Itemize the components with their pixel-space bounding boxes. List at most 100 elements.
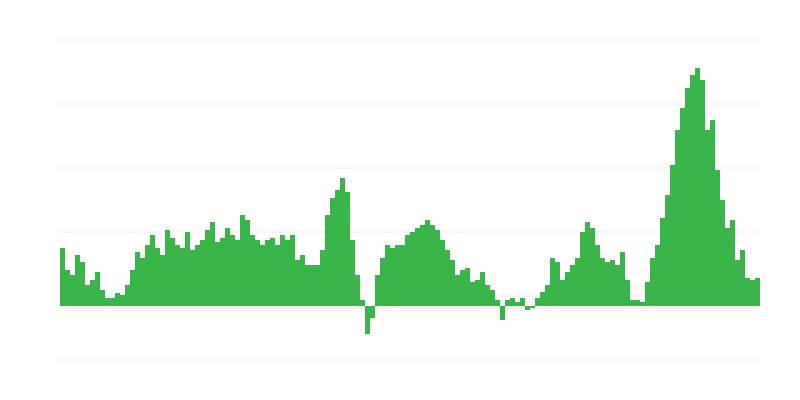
bar bbox=[365, 306, 370, 334]
bar bbox=[445, 250, 450, 306]
bar bbox=[195, 245, 200, 306]
bar bbox=[315, 265, 320, 306]
bar bbox=[670, 165, 675, 306]
bar bbox=[540, 292, 545, 306]
bar bbox=[305, 265, 310, 306]
bar bbox=[160, 255, 165, 306]
bar bbox=[645, 282, 650, 306]
bar bbox=[280, 235, 285, 306]
bar bbox=[260, 245, 265, 306]
bar bbox=[620, 252, 625, 306]
bar bbox=[490, 290, 495, 306]
bar bbox=[230, 235, 235, 306]
bar bbox=[145, 245, 150, 306]
bar bbox=[640, 302, 645, 306]
bar bbox=[380, 258, 385, 306]
bar bbox=[700, 80, 705, 306]
bar bbox=[390, 248, 395, 306]
bar bbox=[120, 295, 125, 306]
bar bbox=[185, 232, 190, 306]
bar bbox=[415, 228, 420, 306]
bar bbox=[515, 302, 520, 306]
bar bbox=[410, 232, 415, 306]
bar bbox=[395, 245, 400, 306]
bar bbox=[115, 293, 120, 306]
bar bbox=[375, 275, 380, 306]
bar bbox=[675, 130, 680, 306]
bar bbox=[370, 306, 375, 318]
bar bbox=[60, 248, 65, 306]
bar bbox=[630, 300, 635, 306]
bar bbox=[685, 88, 690, 306]
bar bbox=[520, 298, 525, 306]
bar bbox=[105, 298, 110, 306]
bar bbox=[330, 198, 335, 306]
bar bbox=[510, 298, 515, 306]
bar bbox=[550, 258, 555, 306]
bar bbox=[175, 245, 180, 306]
bar bbox=[650, 258, 655, 306]
bar bbox=[470, 282, 475, 306]
bar bbox=[200, 240, 205, 306]
bar bbox=[405, 235, 410, 306]
bar bbox=[425, 220, 430, 306]
bar bbox=[350, 240, 355, 306]
bar bbox=[605, 262, 610, 306]
bar bbox=[110, 298, 115, 306]
bar bbox=[130, 270, 135, 306]
bar bbox=[270, 238, 275, 306]
bar bbox=[220, 238, 225, 306]
bar bbox=[565, 272, 570, 306]
bar bbox=[250, 235, 255, 306]
bar bbox=[580, 232, 585, 306]
bar bbox=[345, 192, 350, 306]
bar bbox=[500, 306, 505, 320]
bar bbox=[325, 215, 330, 306]
bar bbox=[600, 258, 605, 306]
bar bbox=[430, 225, 435, 306]
bar bbox=[695, 68, 700, 306]
bar bbox=[525, 306, 530, 310]
bar bbox=[635, 300, 640, 306]
bar bbox=[360, 300, 365, 306]
bar bbox=[660, 218, 665, 306]
bar bbox=[170, 238, 175, 306]
bar bbox=[730, 220, 735, 306]
bar bbox=[555, 262, 560, 306]
bar bbox=[740, 250, 745, 306]
bar bbox=[320, 250, 325, 306]
bar bbox=[235, 240, 240, 306]
bar bbox=[420, 225, 425, 306]
bar bbox=[310, 265, 315, 306]
bar bbox=[625, 280, 630, 306]
bar bbox=[335, 190, 340, 306]
bar bbox=[385, 245, 390, 306]
bar bbox=[560, 280, 565, 306]
bar bbox=[70, 275, 75, 306]
bar bbox=[140, 258, 145, 306]
bar bbox=[455, 275, 460, 306]
bar bbox=[75, 255, 80, 306]
bar bbox=[495, 300, 500, 306]
bar bbox=[225, 228, 230, 306]
bar bbox=[465, 268, 470, 306]
bar bbox=[545, 285, 550, 306]
bar bbox=[295, 260, 300, 306]
bar bbox=[585, 222, 590, 306]
bar bbox=[725, 228, 730, 306]
bar bbox=[485, 285, 490, 306]
bar bbox=[95, 272, 100, 306]
bar bbox=[595, 245, 600, 306]
bar bbox=[190, 250, 195, 306]
bar bbox=[575, 258, 580, 306]
bar bbox=[125, 285, 130, 306]
bar bbox=[610, 260, 615, 306]
bar bbox=[655, 245, 660, 306]
bar bbox=[245, 220, 250, 306]
bar bbox=[265, 240, 270, 306]
bar bbox=[355, 275, 360, 306]
bar bbox=[85, 285, 90, 306]
bar bbox=[475, 280, 480, 306]
bar bbox=[205, 230, 210, 306]
bar bbox=[745, 278, 750, 306]
